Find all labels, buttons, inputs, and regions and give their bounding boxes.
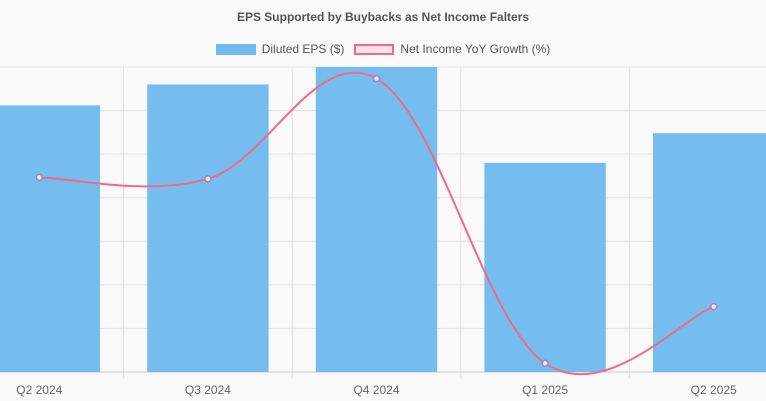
growth-point-q2-2024 (35, 173, 44, 182)
bar-q2-2025 (653, 133, 766, 372)
x-tick-label: Q3 2024 (185, 383, 231, 397)
bar-q1-2025 (484, 162, 606, 372)
growth-point-q2-2025 (709, 302, 718, 311)
x-tick-label: Q4 2024 (353, 383, 399, 397)
x-tick-label: Q2 2024 (16, 383, 62, 397)
chart-title: EPS Supported by Buybacks as Net Income … (236, 10, 530, 24)
legend-item-growth[interactable]: Net Income YoY Growth (%) (354, 42, 550, 56)
growth-point-q4-2024 (372, 74, 381, 83)
legend-label-growth: Net Income YoY Growth (%) (400, 42, 551, 56)
legend-swatch-eps (215, 43, 256, 55)
growth-line (39, 71, 715, 376)
legend: Diluted EPS ($) Net Income YoY Growth (%… (0, 42, 766, 56)
bar-q4-2024 (315, 67, 438, 372)
growth-point-q3-2024 (204, 175, 212, 183)
x-tick-label: Q2 2025 (691, 383, 737, 397)
legend-label-eps: Diluted EPS ($) (261, 42, 345, 56)
bar-q2-2024 (0, 105, 100, 372)
growth-point-q1-2025 (541, 359, 549, 368)
legend-swatch-growth (354, 43, 395, 55)
x-tick-label: Q1 2025 (522, 383, 568, 397)
bar-q3-2024 (147, 84, 269, 372)
legend-item-eps[interactable]: Diluted EPS ($) (215, 42, 345, 56)
